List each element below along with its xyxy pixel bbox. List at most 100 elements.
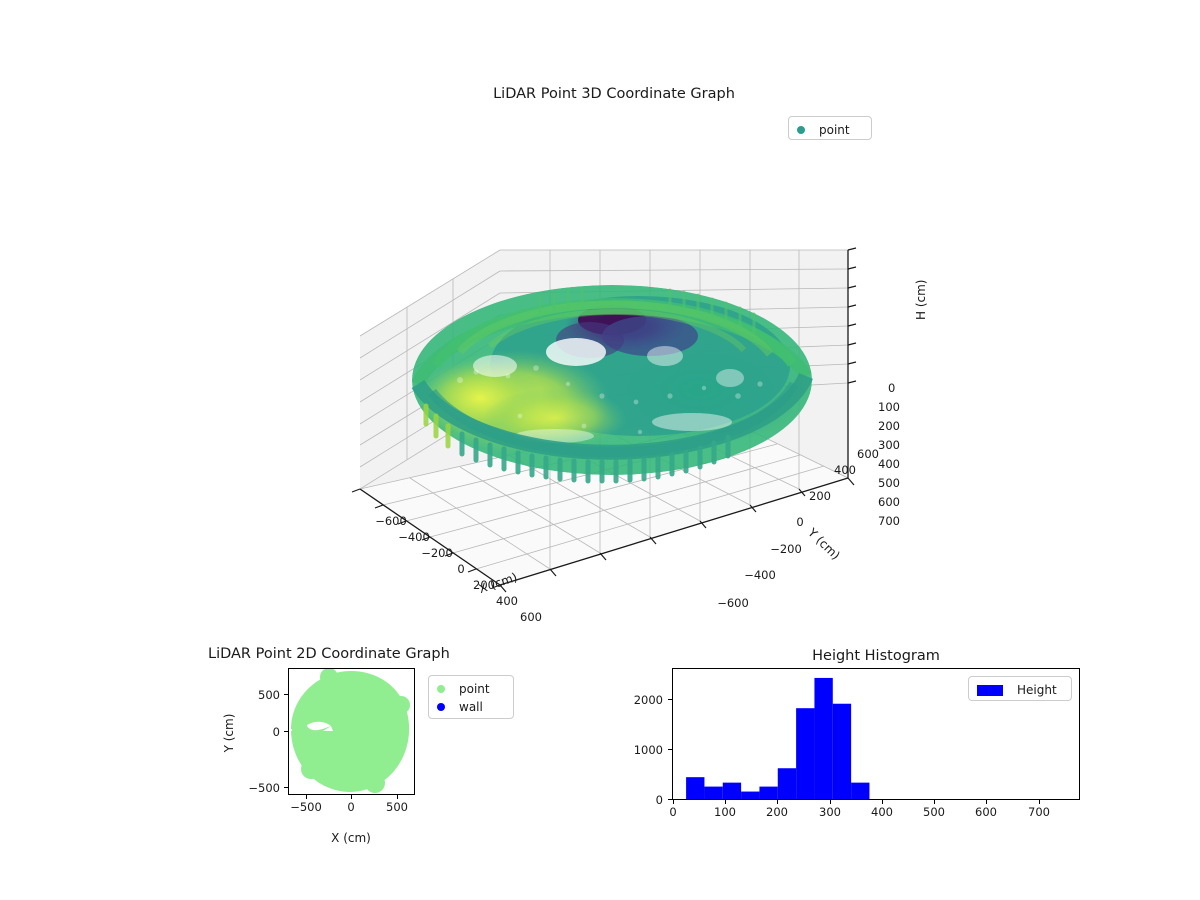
hist-xtick-500: 500 [923,805,945,819]
legend-item-wall: wall [437,698,505,716]
legend-label-point: point [819,123,850,137]
legend-item-point: point [437,680,505,698]
plot3d-xticks [351,488,501,589]
plot3d-htick-0: 0 [888,381,896,395]
hist-xtickmark-100 [725,800,726,804]
plot2d-ytick-500: 500 [258,688,280,702]
legend-label-point: point [459,682,490,696]
hist-ytick-0: 0 [655,793,663,807]
point-cloud-rim-back [412,298,812,387]
legend-item-point: point [797,121,863,139]
plot2d-xtickmark-500 [397,795,398,799]
plot3d-haxis-label: H (cm) [914,279,928,321]
plot3d-htick-300: 300 [878,438,900,452]
point-cloud [412,285,812,475]
points-2d-cloud [290,671,410,792]
plot2d-ytick--500: −500 [248,781,280,795]
hist-xtick-300: 300 [819,805,841,819]
plot3d-ytick-200: 200 [809,489,831,503]
height-bar-swatch-icon [977,684,1003,696]
legend-label-wall: wall [459,700,483,714]
histogram-bar [759,786,778,799]
plot2d-xtickmark-0 [351,795,352,799]
hist-xtick-100: 100 [714,805,736,819]
plot2d-ytick-0: 0 [272,725,280,739]
plot3d-ytick--600: −600 [717,596,749,610]
hist-ytick-2000: 2000 [633,693,663,707]
hist-xtickmark-300 [830,800,831,804]
plot3d-canvas [351,247,857,593]
histogram-bar [851,782,870,799]
hist-ytickmark-0 [668,799,672,800]
hist-xtick-400: 400 [871,805,893,819]
histogram-bar [796,708,815,799]
plot3d-xtick-600: 600 [520,610,542,624]
plot3d-ytick-0: 0 [796,515,804,529]
histogram-bars [686,677,870,799]
plot3d-xtick--200: −200 [421,546,453,560]
histogram-bar [686,777,705,799]
plot2d-title: LiDAR Point 2D Coordinate Graph [208,646,450,662]
histogram-bar [704,786,723,799]
plot2d-axes[interactable] [288,668,415,795]
histogram-bar [722,782,742,799]
plot2d-legend[interactable]: point wall [428,675,514,719]
plot2d-ytickmark-500 [284,694,288,695]
points-2d-notch [307,721,331,731]
hist-ytick-1000: 1000 [633,743,663,757]
plot2d-xtick-500: 500 [386,800,408,814]
histogram-bar [741,791,760,799]
point-marker-icon [437,685,445,693]
plot3d-xtick-200: 200 [473,578,495,592]
legend-label-height: Height [1017,683,1057,697]
plot3d-axes[interactable]: 0 100 200 300 400 500 600 700 H (cm) [340,140,928,630]
plot3d-hticks [847,247,857,384]
histogram-title: Height Histogram [812,648,940,664]
plot3d-legend[interactable]: point [788,116,872,140]
hist-xtickmark-700 [1039,800,1040,804]
plot2d-yaxis-label: Y (cm) [222,713,236,753]
histogram-bar [832,703,852,799]
hist-xtickmark-500 [934,800,935,804]
plot3d-xtick-400: 400 [496,594,518,608]
hist-xtickmark-600 [986,800,987,804]
plot3d-ytick-400: 400 [834,463,856,477]
wall-marker-icon [437,703,445,711]
hist-xtick-200: 200 [766,805,788,819]
hist-xtickmark-200 [777,800,778,804]
hist-xtickmark-0 [673,800,674,804]
plot2d-xtick-0: 0 [347,800,355,814]
plot3d-htick-500: 500 [878,476,900,490]
plot2d-ytickmark--500 [284,787,288,788]
histogram-legend[interactable]: Height [968,676,1072,701]
plot3d-yticks [499,477,855,593]
plot3d-ytick--200: −200 [770,542,802,556]
point-cloud-rear-comb [538,287,756,334]
plot3d-xtick--600: −600 [375,514,407,528]
histogram-canvas [686,677,870,799]
plot3d-title: LiDAR Point 3D Coordinate Graph [493,86,735,102]
plot3d-htick-100: 100 [878,400,900,414]
plot2d-canvas [289,669,410,793]
plot3d-ytick-600: 600 [857,447,879,461]
histogram-bar [814,677,833,799]
plot3d-htick-600: 600 [878,495,900,509]
plot2d-xaxis-label: X (cm) [331,831,371,845]
hist-xtickmark-400 [882,800,883,804]
plot2d-xtick--500: −500 [290,800,322,814]
plot2d-ytickmark-0 [284,731,288,732]
plot3d-htick-400: 400 [878,457,900,471]
histogram-bar [777,768,797,799]
plot3d-ytick--400: −400 [744,568,776,582]
plot3d-htick-200: 200 [878,419,900,433]
legend-item-height: Height [977,681,1063,699]
point-marker-icon [797,126,805,134]
hist-ytickmark-2000 [668,699,672,700]
point-cloud-rim-front [411,372,813,484]
hist-xtick-600: 600 [975,805,997,819]
plot3d-xtick--400: −400 [398,530,430,544]
plot3d-xtick-0: 0 [457,562,465,576]
hist-xtick-700: 700 [1028,805,1050,819]
plot2d-xtickmark--500 [306,795,307,799]
